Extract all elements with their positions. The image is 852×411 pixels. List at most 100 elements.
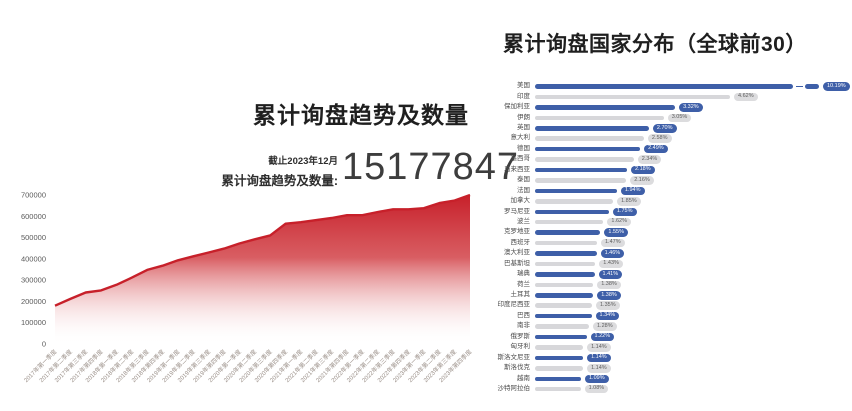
country-label: 西班牙 xyxy=(510,238,531,246)
bar-row: 印度尼西亚 1.35% xyxy=(490,301,850,310)
bar xyxy=(535,126,649,131)
value-pill: 2.70% xyxy=(652,124,677,133)
value-pill: 1.14% xyxy=(587,364,611,373)
value-pill: 10.19% xyxy=(823,82,850,91)
trend-chart-title: 累计询盘趋势及数量 xyxy=(253,102,469,128)
value-pill: 3.05% xyxy=(667,113,692,123)
value-pill: 1.14% xyxy=(587,343,611,352)
bar xyxy=(535,84,793,89)
asof-date-label: 截止2023年12月 xyxy=(268,156,338,167)
bar-track: 1.75% xyxy=(535,207,850,216)
country-label: 匈牙利 xyxy=(510,343,531,351)
bar xyxy=(535,251,597,256)
value-pill: 1.38% xyxy=(597,291,621,300)
bar-track: 1.14% xyxy=(535,343,850,352)
country-label: 荷兰 xyxy=(517,280,530,288)
bar xyxy=(535,376,581,381)
bar-track: 3.32% xyxy=(535,103,850,112)
value-pill: 2.34% xyxy=(637,155,662,164)
bar-row: 德国 2.49% xyxy=(490,144,850,154)
value-pill: 1.38% xyxy=(597,280,621,290)
country-chart-title: 累计询盘国家分布（全球前30） xyxy=(503,33,807,56)
value-pill: 3.32% xyxy=(679,103,703,112)
bar-track: 1.22% xyxy=(535,332,850,342)
bar-row: 土耳其 1.38% xyxy=(490,291,850,300)
bar-row: 南非 1.28% xyxy=(490,322,850,331)
bar xyxy=(535,136,644,141)
bar xyxy=(535,366,584,371)
country-label: 印度 xyxy=(517,92,530,100)
bar-track: 4.62% xyxy=(535,92,850,102)
country-label: 墨西哥 xyxy=(510,155,531,163)
country-label: 巴基斯坦 xyxy=(504,259,530,267)
bar xyxy=(535,209,609,214)
bar-row: 意大利 2.58% xyxy=(490,134,850,143)
bar-row: 巴基斯坦 1.43% xyxy=(490,259,850,269)
bar-track: 1.94% xyxy=(535,186,850,196)
bar-row: 俄罗斯 1.22% xyxy=(490,332,850,342)
value-pill: 4.62% xyxy=(734,92,758,102)
bar-track: 1.62% xyxy=(535,217,850,227)
y-tick-label: 200000 xyxy=(21,297,46,306)
value-pill: 1.41% xyxy=(598,270,623,279)
bar-track: 2.18% xyxy=(535,165,850,175)
country-label: 法国 xyxy=(517,186,530,194)
bar-row: 巴西 1.34% xyxy=(490,311,850,321)
bar-row: 马来西亚 2.18% xyxy=(490,165,850,175)
bar-track: 3.05% xyxy=(535,113,850,123)
bar-row: 斯洛伐克 1.14% xyxy=(490,364,850,373)
bar xyxy=(535,167,627,173)
bar-row: 波兰 1.62% xyxy=(490,217,850,227)
bar xyxy=(535,303,592,308)
country-label: 保加利亚 xyxy=(504,103,530,111)
value-pill: 1.75% xyxy=(612,207,637,216)
bar-row: 美国 10.19% xyxy=(490,82,850,91)
country-label: 克罗地亚 xyxy=(504,228,530,236)
bar xyxy=(535,324,589,329)
bar-track: 1.35% xyxy=(535,301,850,310)
bar-track: 1.55% xyxy=(535,228,850,237)
value-pill: 2.18% xyxy=(631,165,655,175)
country-label: 德国 xyxy=(517,144,530,152)
bar-row: 荷兰 1.38% xyxy=(490,280,850,290)
bar xyxy=(535,157,634,162)
value-pill: 2.16% xyxy=(630,176,654,185)
bar xyxy=(535,313,592,319)
y-tick-label: 600000 xyxy=(21,212,46,221)
country-label: 斯洛文尼亚 xyxy=(497,353,531,361)
area-line xyxy=(54,193,471,307)
bar-row: 澳大利亚 1.46% xyxy=(490,249,850,258)
bar-tail xyxy=(805,84,819,89)
bar-row: 克罗地亚 1.55% xyxy=(490,228,850,237)
bar xyxy=(535,199,614,204)
bar-track: 2.49% xyxy=(535,144,850,154)
y-tick-label: 100000 xyxy=(21,318,46,327)
bar-track: 10.19% xyxy=(535,82,850,91)
value-pill: 2.58% xyxy=(647,134,672,143)
bar xyxy=(535,282,594,288)
bar-track: 2.58% xyxy=(535,134,850,143)
country-label: 澳大利亚 xyxy=(504,249,530,257)
bar xyxy=(535,105,676,110)
area-fill xyxy=(55,195,470,344)
bar-track: 1.41% xyxy=(535,270,850,279)
country-label: 瑞典 xyxy=(517,270,530,278)
bar-track: 1.38% xyxy=(535,280,850,290)
value-pill: 1.35% xyxy=(596,301,620,310)
bar xyxy=(535,230,601,235)
y-tick-label: 300000 xyxy=(21,276,46,285)
bar xyxy=(535,293,594,298)
value-pill: 1.55% xyxy=(604,228,628,237)
bar-row: 保加利亚 3.32% xyxy=(490,103,850,112)
country-label: 南非 xyxy=(517,322,530,330)
bar-row: 西班牙 1.47% xyxy=(490,238,850,248)
value-pill: 1.08% xyxy=(584,384,609,394)
bar-row: 墨西哥 2.34% xyxy=(490,155,850,164)
bar-track: 1.46% xyxy=(535,249,850,258)
bar xyxy=(535,219,604,225)
bar-track: 1.14% xyxy=(535,364,850,373)
bar-row: 加拿大 1.85% xyxy=(490,197,850,206)
bar-row: 印度 4.62% xyxy=(490,92,850,102)
y-tick-label: 500000 xyxy=(21,233,46,242)
